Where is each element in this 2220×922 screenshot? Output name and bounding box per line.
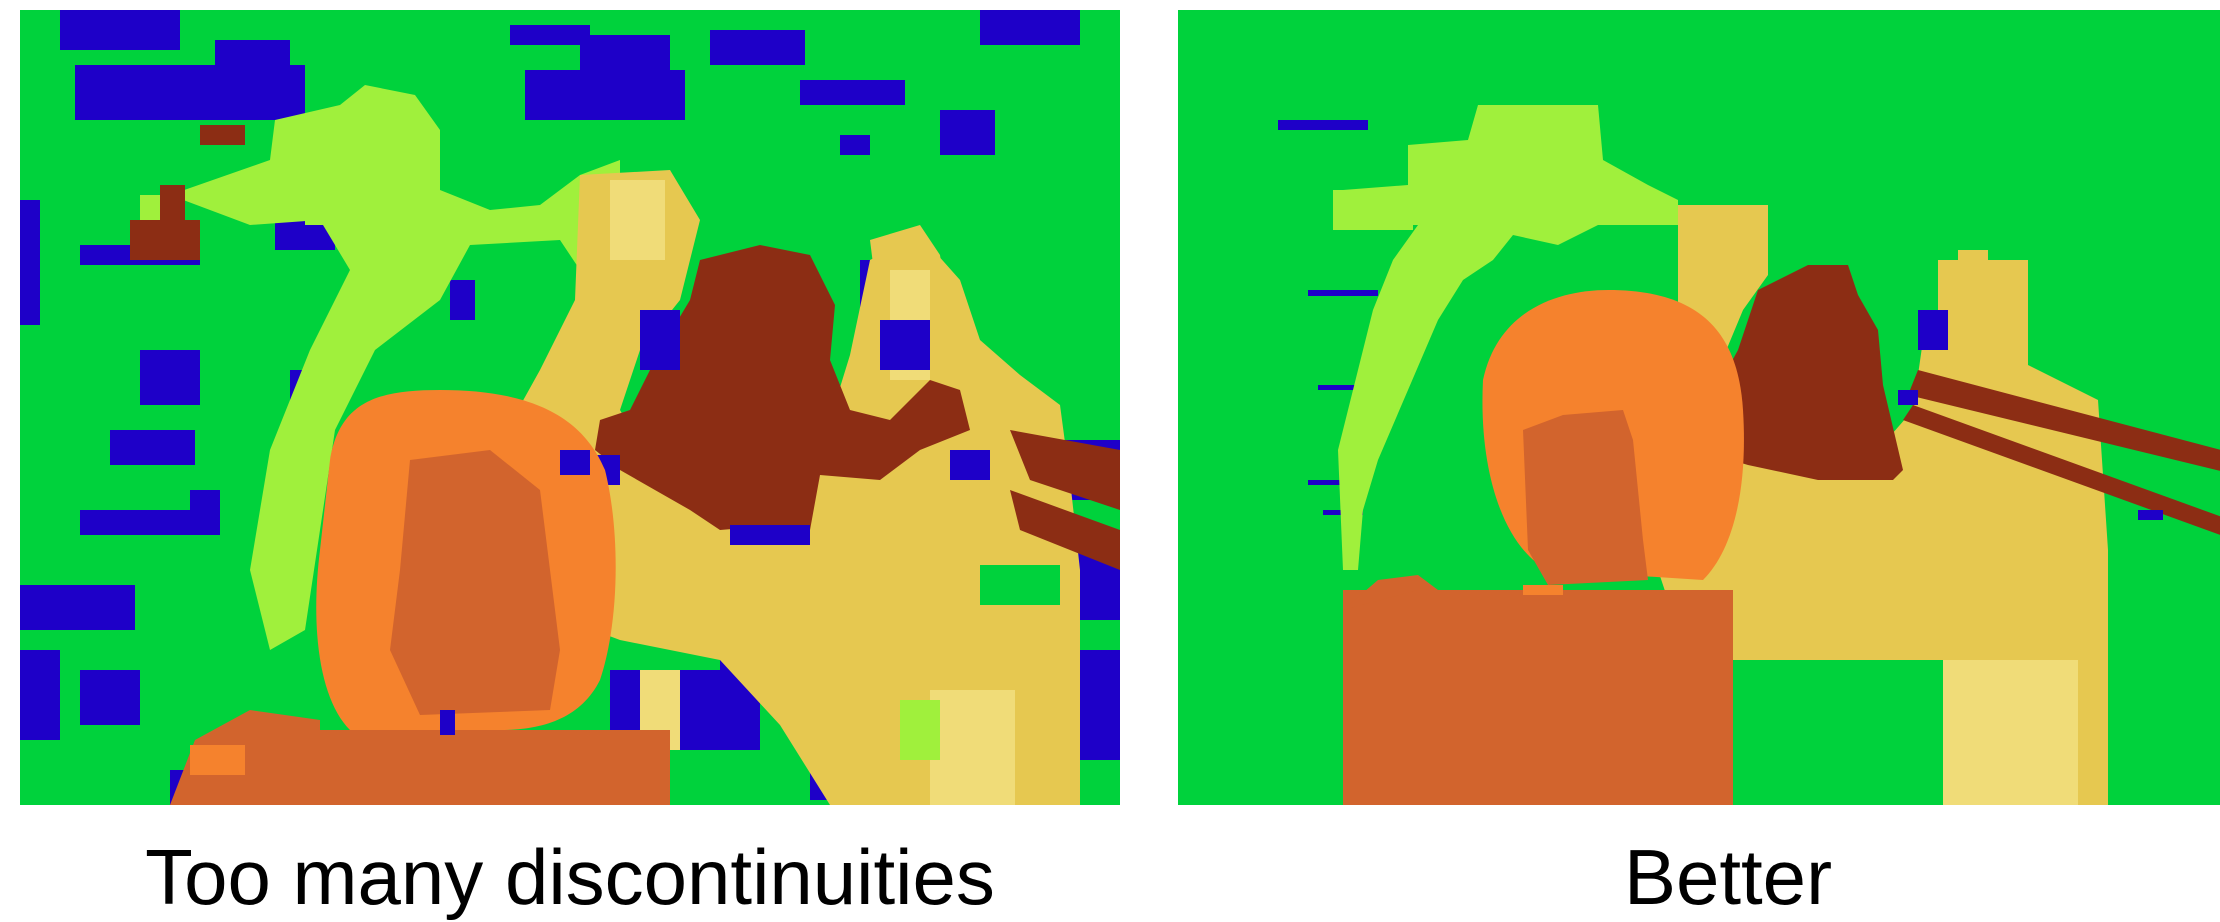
caption-better: Better bbox=[1623, 833, 1833, 921]
caption-noisy: Too many discontinuities bbox=[145, 833, 995, 921]
disparity-map-noisy bbox=[20, 10, 1120, 805]
disparity-map-better bbox=[1178, 10, 2220, 805]
